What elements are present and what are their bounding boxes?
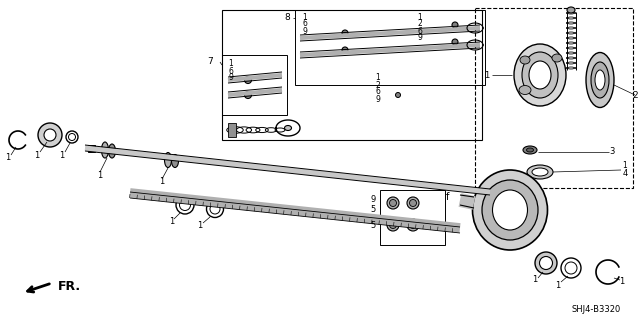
- Text: 1: 1: [376, 73, 380, 83]
- Ellipse shape: [390, 199, 397, 206]
- Text: SHJ4-B3320: SHJ4-B3320: [572, 306, 621, 315]
- Bar: [295, 10, 485, 85]
- Ellipse shape: [529, 61, 551, 89]
- Ellipse shape: [109, 144, 115, 158]
- Text: 1: 1: [159, 177, 164, 187]
- Ellipse shape: [244, 92, 252, 99]
- Ellipse shape: [527, 148, 534, 152]
- Ellipse shape: [493, 190, 527, 230]
- Text: 1: 1: [97, 170, 102, 180]
- Text: 1: 1: [620, 278, 625, 286]
- Ellipse shape: [532, 168, 548, 176]
- Bar: [88, 145, 95, 152]
- Bar: [228, 123, 236, 137]
- Text: 9: 9: [303, 26, 307, 35]
- Ellipse shape: [102, 142, 109, 158]
- Ellipse shape: [407, 197, 419, 209]
- Ellipse shape: [552, 54, 562, 62]
- Ellipse shape: [527, 165, 553, 179]
- Text: 6: 6: [228, 66, 234, 76]
- Text: 1: 1: [170, 218, 175, 226]
- Ellipse shape: [285, 125, 291, 130]
- Ellipse shape: [519, 85, 531, 94]
- Text: 6: 6: [376, 87, 380, 97]
- Bar: [222, 55, 287, 115]
- Bar: [475, 8, 633, 188]
- Text: 1: 1: [623, 160, 627, 169]
- Text: 1: 1: [532, 276, 538, 285]
- Ellipse shape: [452, 22, 458, 28]
- Ellipse shape: [522, 52, 558, 98]
- Ellipse shape: [390, 221, 397, 228]
- Text: 3: 3: [609, 147, 614, 157]
- Ellipse shape: [407, 219, 419, 231]
- Ellipse shape: [482, 180, 538, 240]
- Ellipse shape: [540, 256, 552, 270]
- Text: 7: 7: [207, 57, 213, 66]
- Text: 1: 1: [60, 151, 65, 160]
- Ellipse shape: [472, 170, 547, 250]
- Text: 4: 4: [622, 168, 628, 177]
- Ellipse shape: [410, 199, 417, 206]
- Text: 1: 1: [35, 151, 40, 160]
- Ellipse shape: [514, 44, 566, 106]
- Ellipse shape: [342, 30, 348, 36]
- Text: 6: 6: [417, 26, 422, 35]
- Ellipse shape: [535, 252, 557, 274]
- Text: FR.: FR.: [58, 280, 81, 293]
- Text: 2: 2: [376, 80, 380, 90]
- Ellipse shape: [567, 7, 575, 13]
- Text: 9: 9: [371, 196, 376, 204]
- Text: 6: 6: [303, 19, 307, 28]
- Ellipse shape: [387, 219, 399, 231]
- Ellipse shape: [164, 152, 172, 167]
- Text: 8: 8: [284, 13, 290, 23]
- Text: 2: 2: [418, 19, 422, 28]
- Text: f: f: [446, 192, 450, 202]
- Text: 2: 2: [632, 91, 638, 100]
- Ellipse shape: [44, 129, 56, 141]
- Bar: [380, 190, 445, 245]
- Ellipse shape: [244, 77, 252, 84]
- Text: 1: 1: [418, 12, 422, 21]
- Ellipse shape: [586, 53, 614, 108]
- Ellipse shape: [38, 123, 62, 147]
- Ellipse shape: [523, 146, 537, 154]
- Text: 1: 1: [228, 60, 234, 69]
- Ellipse shape: [172, 154, 179, 167]
- Text: 1: 1: [197, 221, 203, 231]
- Text: 5: 5: [371, 220, 376, 229]
- Bar: [222, 10, 482, 140]
- Text: 5: 5: [371, 205, 376, 214]
- Ellipse shape: [396, 93, 401, 98]
- Ellipse shape: [595, 70, 605, 90]
- Text: 9: 9: [228, 73, 234, 83]
- Ellipse shape: [410, 221, 417, 228]
- Text: 1: 1: [5, 153, 11, 162]
- Text: 1: 1: [556, 280, 561, 290]
- Text: 1: 1: [484, 70, 490, 79]
- Ellipse shape: [452, 39, 458, 45]
- Ellipse shape: [342, 47, 348, 53]
- Ellipse shape: [387, 197, 399, 209]
- Ellipse shape: [520, 56, 530, 64]
- Ellipse shape: [591, 62, 609, 98]
- Text: 9: 9: [417, 33, 422, 42]
- Text: 1: 1: [303, 12, 307, 21]
- Text: 9: 9: [376, 94, 380, 103]
